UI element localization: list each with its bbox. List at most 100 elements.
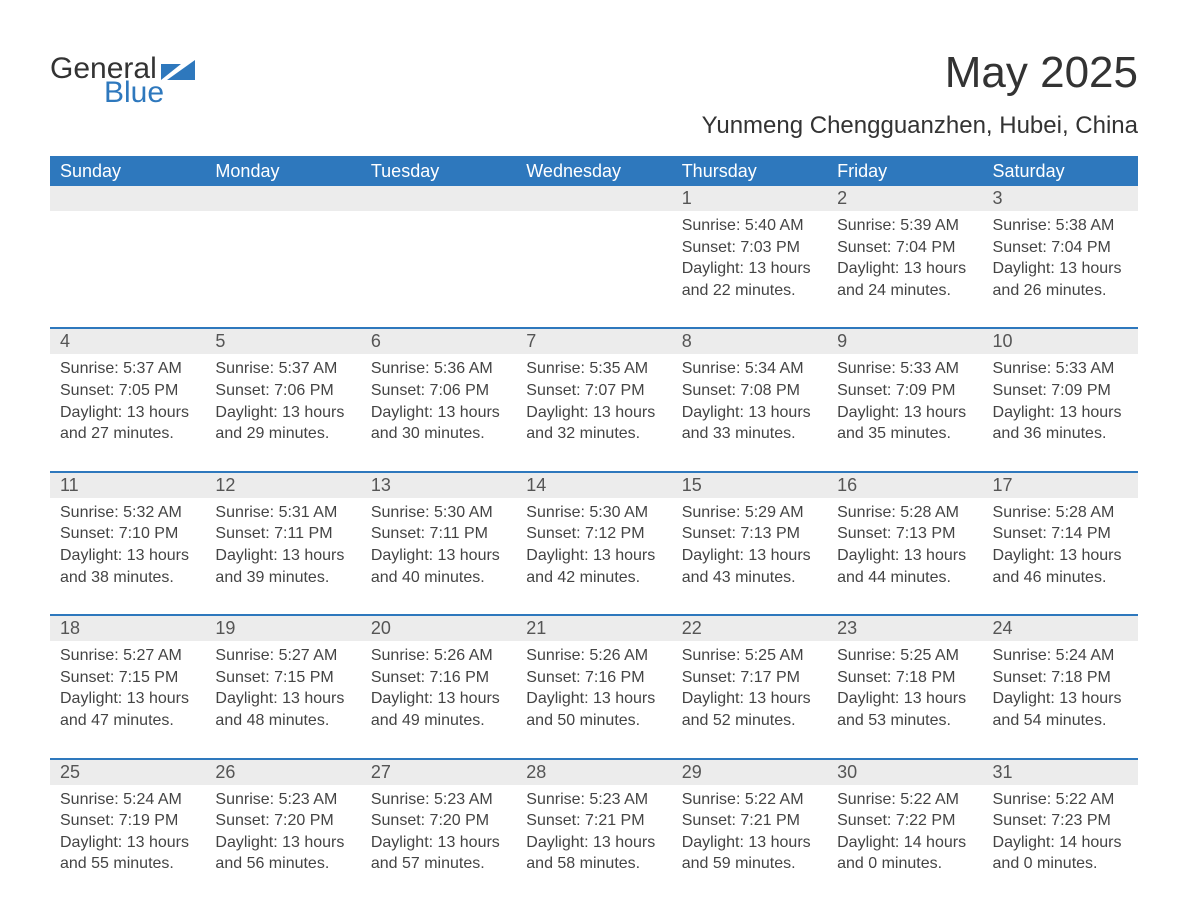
daylight-line: Daylight: 13 hours and 56 minutes. — [215, 834, 344, 873]
sunrise-line: Sunrise: 5:30 AM — [526, 504, 648, 521]
day-number-cell: 25 — [50, 759, 205, 785]
day-number-cell — [361, 186, 516, 211]
daylight-line: Daylight: 13 hours and 29 minutes. — [215, 404, 344, 443]
sunrise-line: Sunrise: 5:22 AM — [837, 791, 959, 808]
day-detail-cell: Sunrise: 5:35 AMSunset: 7:07 PMDaylight:… — [516, 354, 671, 471]
day-detail-cell: Sunrise: 5:33 AMSunset: 7:09 PMDaylight:… — [983, 354, 1138, 471]
sunset-line: Sunset: 7:11 PM — [215, 525, 332, 542]
day-detail-cell: Sunrise: 5:22 AMSunset: 7:23 PMDaylight:… — [983, 785, 1138, 901]
sunset-line: Sunset: 7:12 PM — [526, 525, 644, 542]
sunset-line: Sunset: 7:09 PM — [993, 382, 1111, 399]
day-detail-row: Sunrise: 5:27 AMSunset: 7:15 PMDaylight:… — [50, 641, 1138, 758]
weekday-header: Thursday — [672, 156, 827, 186]
daylight-line: Daylight: 13 hours and 27 minutes. — [60, 404, 189, 443]
day-number-cell: 7 — [516, 328, 671, 354]
sunrise-line: Sunrise: 5:25 AM — [837, 647, 959, 664]
day-number-cell: 16 — [827, 472, 982, 498]
daylight-line: Daylight: 13 hours and 33 minutes. — [682, 404, 811, 443]
day-detail-cell: Sunrise: 5:27 AMSunset: 7:15 PMDaylight:… — [50, 641, 205, 758]
daylight-line: Daylight: 13 hours and 43 minutes. — [682, 547, 811, 586]
day-number-cell — [205, 186, 360, 211]
daylight-line: Daylight: 13 hours and 49 minutes. — [371, 690, 500, 729]
sunset-line: Sunset: 7:04 PM — [837, 239, 955, 256]
sunset-line: Sunset: 7:14 PM — [993, 525, 1111, 542]
day-detail-row: Sunrise: 5:37 AMSunset: 7:05 PMDaylight:… — [50, 354, 1138, 471]
weekday-header: Friday — [827, 156, 982, 186]
sunrise-line: Sunrise: 5:35 AM — [526, 360, 648, 377]
sunset-line: Sunset: 7:22 PM — [837, 812, 955, 829]
sunset-line: Sunset: 7:18 PM — [993, 669, 1111, 686]
daylight-line: Daylight: 13 hours and 53 minutes. — [837, 690, 966, 729]
sunrise-line: Sunrise: 5:23 AM — [215, 791, 337, 808]
day-number-row: 18192021222324 — [50, 615, 1138, 641]
day-detail-cell: Sunrise: 5:25 AM Sunset: 7:17 PM Daylight:… — [672, 641, 827, 758]
sunset-line: Sunset: 7:15 PM — [215, 669, 333, 686]
sunrise-line: Sunrise: 5:32 AM — [60, 504, 182, 521]
sunrise-line: Sunrise: 5:30 AM — [371, 504, 493, 521]
sunset-line: Sunset: 7:10 PM — [60, 525, 178, 542]
day-number-cell: 18 — [50, 615, 205, 641]
day-number-cell: 9 — [827, 328, 982, 354]
day-detail-row: Sunrise: 5:32 AM Sunset: 7:10 PM Daylight:… — [50, 498, 1138, 615]
sunrise-line: Sunrise: 5:37 AM — [215, 360, 337, 377]
sunset-line: Sunset: 7:16 PM — [526, 669, 644, 686]
day-number-row: 25262728293031 — [50, 759, 1138, 785]
day-detail-cell: Sunrise: 5:28 AMSunset: 7:14 PMDaylight:… — [983, 498, 1138, 615]
day-number-cell — [516, 186, 671, 211]
sunrise-line: Sunrise: 5:33 AM — [993, 360, 1115, 377]
day-number-cell — [50, 186, 205, 211]
sunset-line: Sunset: 7:07 PM — [526, 382, 644, 399]
daylight-line: Daylight: 13 hours and 35 minutes. — [837, 404, 966, 443]
sunset-line: Sunset: 7:19 PM — [60, 812, 178, 829]
sunset-line: Sunset: 7:17 PM — [682, 669, 800, 686]
day-detail-cell: Sunrise: 5:39 AMSunset: 7:04 PMDaylight:… — [827, 211, 982, 328]
calendar-body: 123 Sunrise: 5:40 AMSunset: 7:03 PMDayli… — [50, 186, 1138, 901]
day-detail-cell: Sunrise: 5:28 AMSunset: 7:13 PMDaylight:… — [827, 498, 982, 615]
day-detail-cell: Sunrise: 5:22 AMSunset: 7:22 PMDaylight:… — [827, 785, 982, 901]
daylight-line: Daylight: 13 hours and 44 minutes. — [837, 547, 966, 586]
sunset-line: Sunset: 7:06 PM — [215, 382, 333, 399]
day-number-cell: 8 — [672, 328, 827, 354]
sunrise-line: Sunrise: 5:31 AM — [215, 504, 337, 521]
day-detail-cell: Sunrise: 5:23 AMSunset: 7:20 PMDaylight:… — [361, 785, 516, 901]
day-detail-row: Sunrise: 5:40 AMSunset: 7:03 PMDaylight:… — [50, 211, 1138, 328]
sunset-line: Sunset: 7:11 PM — [371, 525, 488, 542]
day-detail-cell: Sunrise: 5:32 AMSunset: 7:10 PMDaylight:… — [50, 498, 205, 615]
flag-icon — [161, 58, 195, 80]
day-detail-cell: Sunrise: 5:24 AMSunset: 7:19 PMDaylight:… — [50, 785, 205, 901]
day-number-cell: 6 — [361, 328, 516, 354]
daylight-line: Daylight: 13 hours and 40 minutes. — [371, 547, 500, 586]
day-detail-cell: Sunrise: 5:22 AMSunset: 7:21 PMDaylight:… — [672, 785, 827, 901]
sunrise-line: Sunrise: 5:33 AM — [837, 360, 959, 377]
day-detail-cell: Sunrise: 5:33 AMSunset: 7:09 PMDaylight:… — [827, 354, 982, 471]
day-detail-cell: Sunrise: 5:29 AMSunset: 7:13 PMDaylight:… — [672, 498, 827, 615]
sunset-line: Sunset: 7:16 PM — [371, 669, 489, 686]
sunrise-line: Sunrise: 5:39 AM — [837, 217, 959, 234]
day-detail-cell — [205, 211, 360, 328]
day-number-cell: 19 — [205, 615, 360, 641]
weekday-header: Monday — [205, 156, 360, 186]
sunset-line: Sunset: 7:20 PM — [371, 812, 489, 829]
day-number-row: 11121314151617 — [50, 472, 1138, 498]
day-number-cell: 30 — [827, 759, 982, 785]
day-number-cell: 14 — [516, 472, 671, 498]
day-detail-cell: Sunrise: 5:34 AMSunset: 7:08 PMDaylight:… — [672, 354, 827, 471]
day-number-cell: 22 — [672, 615, 827, 641]
sunset-line: Sunset: 7:04 PM — [993, 239, 1111, 256]
day-detail-cell: Sunrise: 5:40 AMSunset: 7:03 PMDaylight:… — [672, 211, 827, 328]
sunrise-line: Sunrise: 5:38 AM — [993, 217, 1115, 234]
sunset-line: Sunset: 7:18 PM — [837, 669, 955, 686]
daylight-line: Daylight: 13 hours and 46 minutes. — [993, 547, 1122, 586]
sunrise-line: Sunrise: 5:22 AM — [682, 791, 804, 808]
day-number-cell: 3 — [983, 186, 1138, 211]
sunset-line: Sunset: 7:21 PM — [526, 812, 644, 829]
daylight-line: Daylight: 13 hours and 52 minutes. — [682, 690, 811, 729]
sunrise-line: Sunrise: 5:36 AM — [371, 360, 493, 377]
weekday-header-row: SundayMondayTuesdayWednesdayThursdayFrid… — [50, 156, 1138, 186]
daylight-line: Daylight: 13 hours and 26 minutes. — [993, 260, 1122, 299]
day-detail-cell — [516, 211, 671, 328]
page-title: May 2025 — [945, 48, 1138, 98]
day-number-cell: 15 — [672, 472, 827, 498]
daylight-line: Daylight: 13 hours and 42 minutes. — [526, 547, 655, 586]
sunrise-line: Sunrise: 5:25 AM — [682, 647, 804, 664]
